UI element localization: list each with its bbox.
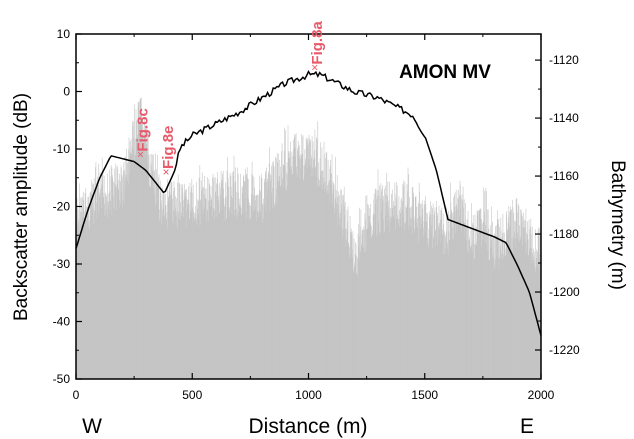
y-right-tick-label: -1160 bbox=[549, 169, 579, 183]
west-label: W bbox=[82, 415, 102, 438]
x-axis-label: Distance (m) bbox=[248, 415, 367, 438]
y-left-tick-label: -10 bbox=[53, 142, 71, 156]
y-axis-label-right: Bathymetry (m) bbox=[607, 160, 628, 290]
y-axis-label-left: Backscatter amplitude (dB) bbox=[11, 93, 32, 321]
annotation-label: Fig.8c bbox=[134, 108, 151, 151]
y-left-tick-label: -20 bbox=[53, 200, 71, 214]
x-tick-label: 2000 bbox=[528, 388, 555, 402]
y-left-tick-label: -30 bbox=[53, 257, 71, 271]
annotation-marker: × bbox=[311, 61, 318, 75]
annotation-marker: × bbox=[137, 148, 144, 162]
y-left-tick-label: -50 bbox=[53, 372, 71, 386]
y-left-tick-label: 10 bbox=[57, 27, 71, 41]
east-label: E bbox=[520, 415, 534, 438]
x-tick-label: 0 bbox=[73, 388, 80, 402]
x-tick-label: 1000 bbox=[295, 388, 322, 402]
bathymetry-line bbox=[75, 70, 542, 336]
y-left-tick-label: -40 bbox=[53, 315, 71, 329]
x-tick-label: 500 bbox=[182, 388, 202, 402]
annotation-marker: × bbox=[162, 165, 169, 179]
y-right-tick-label: -1180 bbox=[549, 227, 579, 241]
annotation-label: Fig.8a bbox=[309, 21, 326, 65]
y-right-tick-label: -1140 bbox=[549, 111, 579, 125]
axis-ticks: 0 500 1000 1500 2000 10 0 -10 -20 -30 -40 -50 -1120 -… bbox=[53, 27, 580, 402]
backscatter-bars bbox=[75, 97, 542, 379]
y-right-tick-label: -1220 bbox=[549, 343, 580, 357]
annotations: ×Fig.8c×Fig.8e×Fig.8a bbox=[134, 21, 325, 179]
y-left-tick-label: 0 bbox=[63, 85, 70, 99]
y-right-tick-label: -1200 bbox=[549, 285, 580, 299]
y-right-tick-label: -1120 bbox=[549, 53, 579, 67]
x-tick-label: 1500 bbox=[411, 388, 438, 402]
chart-title: AMON MV bbox=[399, 62, 491, 83]
annotation-label: Fig.8e bbox=[160, 126, 177, 169]
